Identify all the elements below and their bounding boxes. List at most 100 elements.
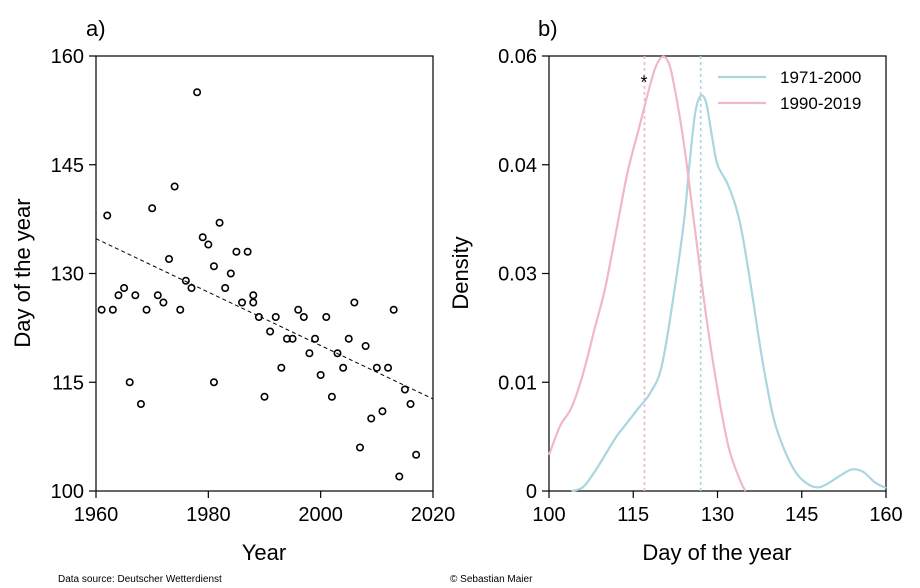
y-tick-label: 100 [51,481,84,503]
mean-lines [643,56,702,491]
scatter-point [215,218,224,227]
panel-a-label: a) [86,16,106,41]
scatter-points [97,88,421,481]
panel-b-x-title: Day of the year [642,540,791,565]
scatter-point [395,472,404,481]
panel-a-x-title: Year [242,540,286,565]
scatter-point [372,363,381,372]
scatter-point [355,443,364,452]
scatter-point [322,312,331,321]
scatter-point [165,255,174,264]
scatter-point [181,276,190,285]
panel-b-label: b) [538,16,558,41]
scatter-point [209,262,218,271]
scatter-point [204,240,213,249]
panel-b-x-axis: 100 115 130 145 160 [532,491,903,526]
scatter-point [389,305,398,314]
y-tick-label: 0.01 [498,372,537,394]
x-tick-label: 1980 [186,504,231,526]
panel-a-y-axis: 100 115 130 145 160 [51,46,96,503]
scatter-point [333,349,342,358]
scatter-point [339,363,348,372]
x-tick-label: 130 [701,504,734,526]
legend-label: 1990-2019 [780,94,861,113]
x-tick-label: 145 [785,504,818,526]
scatter-point [350,298,359,307]
panel-a-y-title: Day of the year [10,198,35,347]
scatter-point [316,370,325,379]
scatter-point [400,385,409,394]
scatter-point [294,305,303,314]
scatter-point [114,291,123,300]
y-tick-label: 145 [51,155,84,177]
scatter-point [103,211,112,220]
scatter-point [254,312,263,321]
scatter-point [266,327,275,336]
x-tick-label: 2020 [411,504,456,526]
scatter-point [221,283,230,292]
panel-b: b) 0 0.01 0.03 0.04 0.06 100 115 130 145 160 * 1… [448,16,903,565]
scatter-point [249,298,258,307]
x-tick-label: 2000 [298,504,343,526]
y-tick-label: 160 [51,46,84,68]
scatter-point [288,334,297,343]
y-tick-label: 0 [526,481,537,503]
scatter-point [176,305,185,314]
scatter-point [159,298,168,307]
scatter-point [249,291,258,300]
panel-a: a) 100 115 130 145 160 1960 1980 2000 2020 Year… [10,16,455,565]
scatter-point [327,392,336,401]
scatter-point [311,334,320,343]
scatter-point [412,450,421,459]
scatter-point [131,291,140,300]
scatter-point [277,363,286,372]
scatter-point [299,312,308,321]
scatter-point [271,312,280,321]
trendline [95,238,434,400]
x-tick-label: 1960 [74,504,119,526]
scatter-point [153,291,162,300]
panel-b-y-axis: 0 0.01 0.03 0.04 0.06 [498,46,549,503]
significance-marker: * [640,73,647,93]
scatter-point [243,247,252,256]
scatter-point [384,363,393,372]
scatter-point [193,88,202,97]
data-source: Data source: Deutscher Wetterdienst [58,574,222,585]
scatter-point [305,349,314,358]
y-tick-label: 115 [52,372,84,394]
legend-label: 1971-2000 [780,68,861,87]
panel-a-frame [95,55,434,492]
density-curves [547,55,887,493]
scatter-point [260,392,269,401]
scatter-point [170,182,179,191]
scatter-point [232,247,241,256]
scatter-point [97,305,106,314]
scatter-point [148,204,157,213]
scatter-point [226,269,235,278]
scatter-point [120,283,129,292]
x-tick-label: 100 [532,504,565,526]
scatter-point [108,305,117,314]
x-tick-label: 115 [617,504,649,526]
y-tick-label: 0.06 [498,46,537,68]
scatter-point [344,334,353,343]
scatter-point [361,341,370,350]
panel-b-frame [548,55,887,492]
panel-b-y-title: Density [448,236,473,309]
scatter-point [198,233,207,242]
x-tick-label: 160 [869,504,902,526]
scatter-point [238,298,247,307]
density-curve-1990-2019 [547,55,747,492]
scatter-point [367,414,376,423]
scatter-point [142,305,151,314]
copyright: © Sebastian Maier [450,574,533,585]
density-curve-1971-2000 [571,94,887,493]
scatter-point [136,399,145,408]
scatter-point [187,283,196,292]
panel-a-x-axis: 1960 1980 2000 2020 [74,491,456,526]
y-tick-label: 130 [51,264,84,286]
scatter-point [378,407,387,416]
scatter-point [209,378,218,387]
legend: 1971-2000 1990-2019 [718,68,861,113]
